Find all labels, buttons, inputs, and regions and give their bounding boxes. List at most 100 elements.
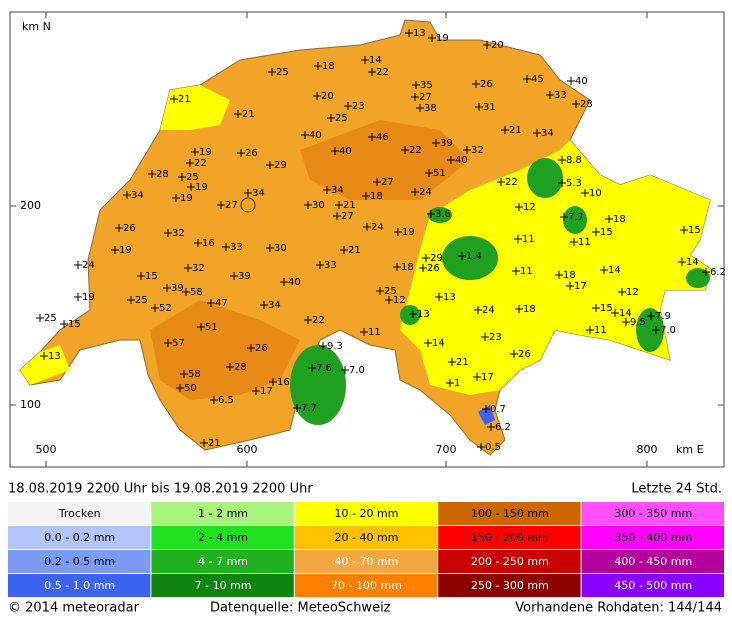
station-value: 15 [600, 303, 613, 314]
station-marker [422, 254, 430, 262]
station-value: 11 [578, 237, 591, 248]
station-value: 20 [321, 91, 334, 102]
station-marker [341, 366, 349, 374]
station-value: 1 [454, 378, 460, 389]
station-value: 16 [202, 238, 215, 249]
x-tick-label: 500 [36, 443, 57, 456]
y-axis-label: km N [22, 20, 51, 33]
station-value: 12 [393, 295, 406, 306]
station-value: 40 [339, 146, 352, 157]
station-marker [401, 146, 409, 154]
station-value: 11 [594, 325, 607, 336]
station-marker [416, 104, 424, 112]
station-marker [702, 268, 710, 276]
station-marker [463, 146, 471, 154]
station-value: 19 [180, 193, 193, 204]
station-value: 24 [419, 187, 432, 198]
station-value: 7.7 [568, 212, 584, 223]
station-value: 33 [324, 260, 337, 271]
station-value: 28 [234, 362, 247, 373]
station-value: 23 [352, 101, 365, 112]
station-value: 27 [381, 177, 394, 188]
legend-swatch [581, 526, 724, 549]
station-marker [558, 179, 566, 187]
x-tick-label: 600 [237, 443, 258, 456]
station-marker [316, 261, 324, 269]
station-value: 39 [440, 138, 453, 149]
legend-swatch [294, 502, 438, 525]
yellow-area [400, 140, 712, 395]
station-marker [448, 358, 456, 366]
legend-swatch [438, 550, 581, 573]
station-value: 25 [135, 295, 148, 306]
station-marker [335, 201, 343, 209]
station-marker [362, 192, 370, 200]
legend-label: 100 - 150 mm [471, 507, 549, 520]
station-marker [40, 352, 48, 360]
station-marker [678, 258, 686, 266]
station-value: 32 [192, 263, 205, 274]
station-marker [164, 339, 172, 347]
station-value: 52 [159, 303, 172, 314]
station-value: 28 [580, 99, 593, 110]
station-marker [111, 246, 119, 254]
station-marker [308, 364, 316, 372]
station-value: 16 [277, 377, 290, 388]
station-marker [533, 129, 541, 137]
station-value: 22 [194, 158, 207, 169]
legend-label: 4 - 7 mm [198, 555, 248, 568]
legend-label: 0.0 - 0.2 mm [44, 531, 115, 544]
station-marker [652, 326, 660, 334]
station-value: 18 [401, 262, 414, 273]
station-marker [170, 95, 178, 103]
legend-swatch [438, 502, 581, 525]
station-marker [360, 328, 368, 336]
legend-swatch [151, 502, 294, 525]
station-marker [600, 266, 608, 274]
station-marker [368, 133, 376, 141]
station-value: 21 [509, 125, 522, 136]
legend-swatch [581, 574, 724, 597]
station-value: 8.8 [566, 155, 582, 166]
station-marker [482, 405, 490, 413]
station-value: 22 [312, 315, 325, 326]
station-marker [244, 189, 252, 197]
station-value: 17 [574, 281, 587, 292]
station-marker [268, 68, 276, 76]
copyright: © 2014 meteoradar [8, 601, 140, 616]
station-value: 1.4 [466, 251, 482, 262]
station-value: 29 [430, 253, 443, 264]
station-value: 34 [331, 185, 344, 196]
station-value: 34 [131, 190, 144, 201]
station-marker [510, 350, 518, 358]
legend-swatch [294, 526, 438, 549]
legend-label: 1 - 2 mm [198, 507, 248, 520]
station-value: 50 [184, 383, 197, 394]
station-marker [424, 339, 432, 347]
station-value: 26 [123, 223, 136, 234]
station-value: 46 [376, 132, 389, 143]
station-value: 7.0 [349, 365, 365, 376]
green-patch [290, 345, 346, 425]
station-value: 14 [608, 265, 621, 276]
station-value: 18 [370, 191, 383, 202]
station-value: 17 [260, 386, 273, 397]
station-value: 21 [343, 200, 356, 211]
station-value: 18 [613, 214, 626, 225]
legend-label: 200 - 250 mm [471, 555, 549, 568]
station-value: 21 [242, 109, 255, 120]
station-marker [36, 314, 44, 322]
station-value: 13 [48, 351, 61, 362]
station-marker [611, 309, 619, 317]
station-value: 6.5 [218, 395, 234, 406]
station-marker [187, 183, 195, 191]
station-value: 28 [156, 169, 169, 180]
station-value: 19 [82, 292, 95, 303]
station-marker [592, 304, 600, 312]
station-value: 27 [419, 92, 432, 103]
station-marker [178, 173, 186, 181]
station-marker [176, 384, 184, 392]
station-marker [60, 320, 68, 328]
station-value: 51 [205, 322, 218, 333]
